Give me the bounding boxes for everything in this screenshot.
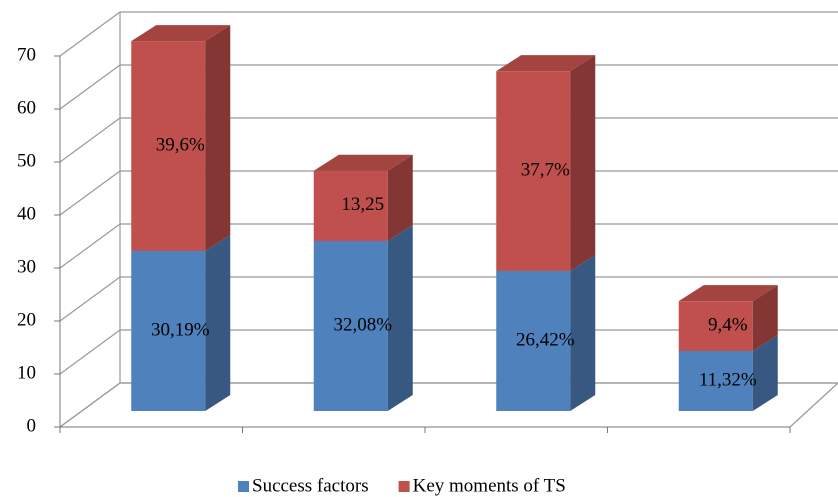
grid-line: [59, 276, 838, 322]
bar-side: [752, 285, 778, 352]
legend-label: Success factors: [252, 475, 369, 496]
data-label: 39,6%: [156, 134, 205, 155]
bar-top: [496, 55, 596, 72]
y-tick-label: 40: [17, 203, 36, 224]
grid-line: [59, 64, 838, 110]
y-tick-label: 0: [27, 415, 37, 436]
y-tick-label: 60: [17, 97, 36, 118]
bar: [678, 351, 753, 411]
grid-line: [59, 170, 838, 216]
bar-side: [570, 55, 596, 271]
bar-side: [570, 254, 596, 411]
grid-line: [59, 223, 838, 269]
data-label: 13,25: [341, 194, 384, 215]
bar-side: [205, 234, 231, 411]
bar: [496, 270, 571, 411]
data-label: 11,32%: [699, 369, 757, 390]
bar: [313, 170, 388, 241]
data-label: 30,19%: [151, 319, 210, 340]
bar-side: [752, 335, 778, 411]
bar: [131, 41, 206, 251]
bar: [131, 250, 206, 411]
bar-top: [131, 25, 231, 42]
y-tick-label: 70: [17, 44, 36, 65]
data-label: 37,7%: [521, 159, 570, 180]
bar-top: [313, 154, 413, 171]
grid-line: [59, 329, 838, 375]
legend-swatch: [398, 481, 410, 492]
bar-side: [205, 25, 231, 251]
y-tick-label: 30: [17, 256, 36, 277]
grid-line: [59, 11, 838, 57]
bar-side: [387, 154, 413, 241]
bar: [678, 301, 753, 352]
grid-line: [59, 382, 838, 428]
bar-side: [387, 224, 413, 411]
grid-line: [59, 117, 838, 163]
y-tick-label: 20: [17, 309, 36, 330]
data-label: 26,42%: [516, 329, 575, 350]
y-tick-label: 10: [17, 362, 36, 383]
bar: [313, 240, 388, 411]
legend-swatch: [238, 481, 249, 492]
y-tick-label: 50: [17, 150, 36, 171]
bar-top: [678, 285, 778, 302]
data-label: 32,08%: [333, 314, 392, 335]
bar: [496, 71, 571, 271]
data-label: 9,4%: [708, 314, 748, 335]
legend-label: Key moments of TS: [413, 475, 566, 496]
